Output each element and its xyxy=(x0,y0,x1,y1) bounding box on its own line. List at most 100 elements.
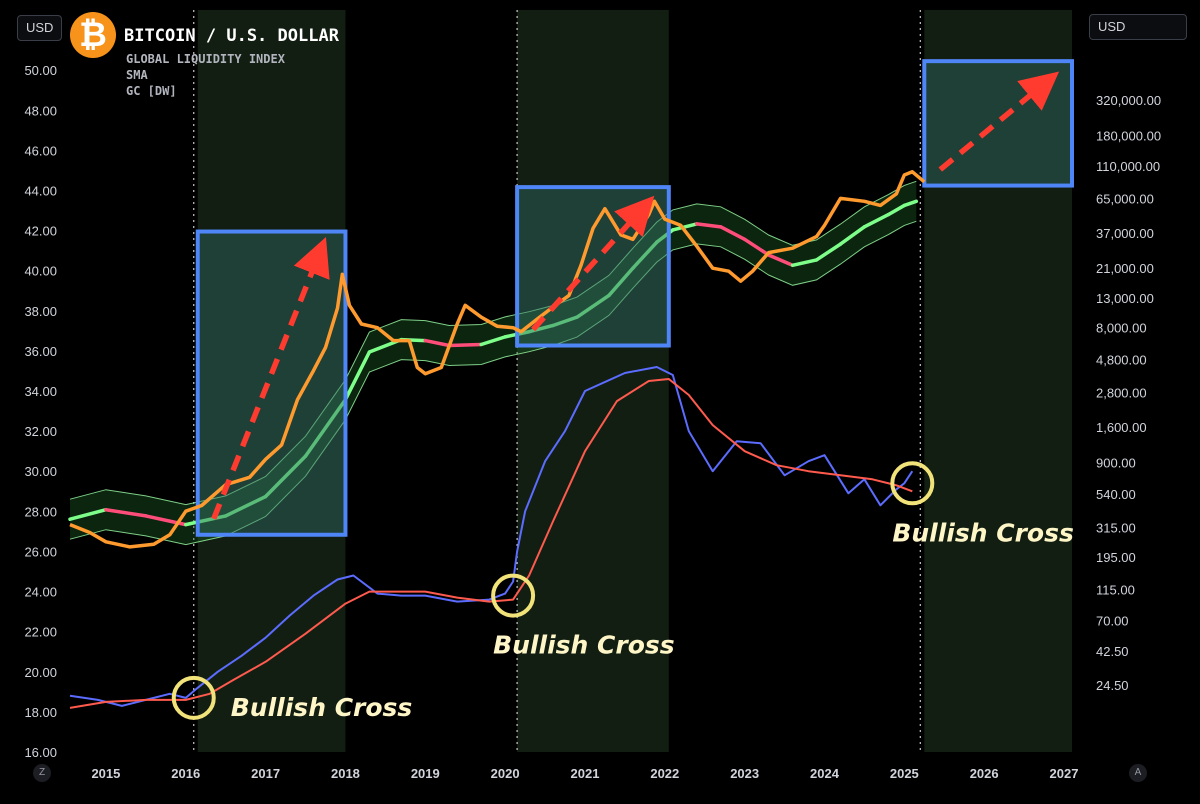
left-axis-tick-label: 30.00 xyxy=(24,464,57,479)
highlight-region-2 xyxy=(517,10,669,752)
x-axis-tick-label: 2018 xyxy=(331,766,360,781)
right-axis-tick-label: 110,000.00 xyxy=(1096,159,1160,174)
right-axis-tick-label: 900.00 xyxy=(1096,456,1136,471)
annotations: Bullish Cross Bullish Cross Bullish Cross xyxy=(171,461,1074,722)
left-axis-tick-label: 16.00 xyxy=(24,745,57,760)
highlight-region-3 xyxy=(924,10,1072,752)
projection-boxes xyxy=(195,59,1074,537)
gc-band-center-segment xyxy=(790,258,819,268)
projection-arrow-2 xyxy=(531,195,655,332)
right-axis-tick-label: 70.00 xyxy=(1096,613,1129,628)
auto-scale-button[interactable]: A xyxy=(1129,764,1147,782)
indicator-liquidity-label[interactable]: GLOBAL LIQUIDITY INDEX xyxy=(126,52,285,66)
left-axis-tick-label: 24.00 xyxy=(24,585,57,600)
x-axis-tick-label: 2027 xyxy=(1050,766,1079,781)
left-axis-tick-label: 44.00 xyxy=(24,183,57,198)
highlight-region-1 xyxy=(197,10,346,752)
gc-band-center-segment xyxy=(68,507,108,521)
gc-band-center-segment xyxy=(607,266,635,298)
gc-band-center-segment xyxy=(263,454,308,499)
left-axis-tick-label: 42.00 xyxy=(24,224,57,239)
right-axis-tick-label: 320,000.00 xyxy=(1096,93,1161,108)
left-axis-tick-label: 28.00 xyxy=(24,504,57,519)
series-line-2 xyxy=(69,366,914,707)
gc-band-center-segment xyxy=(303,397,348,458)
bitcoin-logo-icon: ₿ xyxy=(70,12,116,58)
cross-circle-2 xyxy=(491,573,536,618)
gc-band-center-segment xyxy=(104,507,148,518)
gc-band-center-segment xyxy=(838,225,867,246)
chart-title[interactable]: BITCOIN / U.S. DOLLAR xyxy=(124,26,339,46)
right-axis-tick-label: 115.00 xyxy=(1096,583,1135,598)
gc-band-center-segment xyxy=(447,342,483,348)
left-axis-tick-label: 50.00 xyxy=(24,63,57,78)
x-axis-tick-label: 2015 xyxy=(91,766,120,781)
gc-band-center-segment xyxy=(902,199,919,208)
right-axis-tick-label: 24.50 xyxy=(1096,678,1129,693)
x-axis-tick-label: 2021 xyxy=(571,766,600,781)
left-axis-tick-label: 38.00 xyxy=(24,304,57,319)
x-axis-tick-label: 2017 xyxy=(251,766,280,781)
right-axis-tick-label: 315.00 xyxy=(1096,520,1136,535)
gc-band-center-segment xyxy=(886,203,907,217)
gc-band-center-segment xyxy=(718,225,747,242)
right-axis-tick-label: 1,600.00 xyxy=(1096,420,1147,435)
indicator-gc-label[interactable]: GC [DW] xyxy=(126,84,177,98)
gc-band-center-segment xyxy=(694,222,723,229)
currency-badge-left[interactable]: USD xyxy=(17,15,63,41)
bullish-cross-label-1: Bullish Cross xyxy=(231,693,413,722)
timezone-button[interactable]: Z xyxy=(33,764,51,782)
cross-circle-1 xyxy=(171,675,216,720)
gc-band-center-segment xyxy=(575,293,611,319)
bullish-cross-label-3: Bullish Cross xyxy=(892,518,1074,547)
vertical-markers xyxy=(193,10,921,752)
gc-band-lower xyxy=(69,220,917,546)
gc-band-upper xyxy=(69,180,917,506)
right-axis-tick-label: 13,000.00 xyxy=(1096,291,1154,306)
gc-band-center-segment xyxy=(184,514,228,527)
projection-arrow-1 xyxy=(211,237,330,520)
gc-band-center-segment xyxy=(671,222,699,232)
right-axis-tick-label: 4,800.00 xyxy=(1096,352,1147,367)
left-axis: 52.0050.0048.0046.0044.0042.0040.0038.00… xyxy=(24,23,57,760)
cross-circle-3 xyxy=(890,461,935,506)
projection-arrows xyxy=(211,71,1060,520)
projection-box-1 xyxy=(195,229,348,537)
x-axis-tick-label: 2019 xyxy=(411,766,440,781)
gc-band-center-segment xyxy=(343,350,372,402)
x-axis-tick-label: 2026 xyxy=(970,766,999,781)
left-axis-tick-label: 34.00 xyxy=(24,384,57,399)
projection-arrow-3 xyxy=(938,71,1060,172)
gc-band-center-segment xyxy=(814,242,843,262)
gc-band-center-segment xyxy=(742,237,771,257)
right-axis-tick-label: 540.00 xyxy=(1096,487,1136,502)
series-lines xyxy=(69,170,926,709)
gc-band-center-segment xyxy=(631,240,659,270)
gc-band-center-segment xyxy=(862,212,891,229)
left-axis-tick-label: 46.00 xyxy=(24,143,57,158)
series-line-3 xyxy=(69,378,913,709)
gc-band-fill xyxy=(70,181,917,545)
left-axis-tick-label: 48.00 xyxy=(24,103,57,118)
series-line-1 xyxy=(69,170,926,549)
gc-band xyxy=(68,180,919,546)
x-axis-tick-label: 2024 xyxy=(810,766,840,781)
indicator-sma-label[interactable]: SMA xyxy=(126,68,148,82)
left-axis-tick-label: 20.00 xyxy=(24,665,57,680)
right-axis-tick-label: 42.50 xyxy=(1096,644,1129,659)
gc-band-center-segment xyxy=(423,338,451,348)
right-axis-tick-label: 2,800.00 xyxy=(1096,386,1147,401)
right-axis-tick-label: 195.00 xyxy=(1096,550,1136,565)
gc-band-center-segment xyxy=(223,494,268,518)
x-axis-tick-label: 2020 xyxy=(491,766,520,781)
currency-badge-right[interactable]: USD xyxy=(1089,14,1187,40)
gc-band-center-segment xyxy=(527,323,555,334)
left-axis-tick-label: 26.00 xyxy=(24,544,57,559)
left-axis-tick-label: 22.00 xyxy=(24,625,57,640)
right-axis-tick-label: 65,000.00 xyxy=(1096,191,1154,206)
left-axis-tick-label: 40.00 xyxy=(24,264,57,279)
right-axis-tick-label: 180,000.00 xyxy=(1096,128,1161,143)
gc-band-center-segment xyxy=(766,253,795,268)
left-axis-tick-label: 32.00 xyxy=(24,424,57,439)
